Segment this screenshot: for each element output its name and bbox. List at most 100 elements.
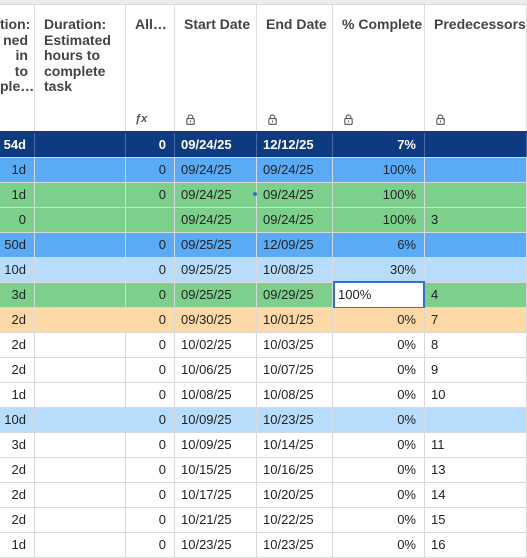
cell-c6[interactable]	[425, 133, 527, 157]
cell-c3[interactable]: 09/25/25	[175, 233, 257, 257]
cell-c0[interactable]: 2d	[0, 483, 35, 507]
cell-c3[interactable]: 10/17/25	[175, 483, 257, 507]
table-row[interactable]: 2d 0 10/21/25 10/22/25 0% 15	[0, 508, 527, 533]
cell-c3[interactable]: 10/09/25	[175, 408, 257, 432]
cell-c0[interactable]: 1d	[0, 383, 35, 407]
cell-c6[interactable]: 16	[425, 533, 527, 557]
cell-c5[interactable]: 100%	[333, 183, 425, 207]
cell-c0[interactable]: 2d	[0, 358, 35, 382]
table-row[interactable]: 2d 0 10/02/25 10/03/25 0% 8	[0, 333, 527, 358]
percent-complete-edit-field[interactable]: 100%	[333, 281, 425, 309]
cell-c5[interactable]: 30%	[333, 258, 425, 282]
table-row[interactable]: 2d 0 09/30/25 10/01/25 0% 7	[0, 308, 527, 333]
cell-c2[interactable]: 0	[126, 333, 175, 357]
cell-c1[interactable]	[35, 533, 126, 557]
cell-c1[interactable]	[35, 133, 126, 157]
table-row[interactable]: 2d 0 10/06/25 10/07/25 0% 9	[0, 358, 527, 383]
cell-c0[interactable]: 2d	[0, 458, 35, 482]
cell-c5[interactable]: 0%	[333, 408, 425, 432]
cell-c3[interactable]: 09/24/25	[175, 208, 257, 232]
cell-c2[interactable]: 0	[126, 383, 175, 407]
column-header-c4[interactable]: End Date	[257, 5, 333, 131]
cell-c1[interactable]	[35, 233, 126, 257]
cell-c2[interactable]: 0	[126, 183, 175, 207]
cell-c6[interactable]	[425, 258, 527, 282]
column-header-c3[interactable]: Start Date	[175, 5, 257, 131]
cell-c5[interactable]: 7%	[333, 133, 425, 157]
cell-c5[interactable]: 100%	[333, 158, 425, 182]
cell-c6[interactable]	[425, 183, 527, 207]
table-row[interactable]: 10d 0 10/09/25 10/23/25 0%	[0, 408, 527, 433]
table-row[interactable]: 2d 0 10/17/25 10/20/25 0% 14	[0, 483, 527, 508]
table-row[interactable]: 3d 0 10/09/25 10/14/25 0% 11	[0, 433, 527, 458]
table-row[interactable]: 0 09/24/25 09/24/25 100% 3	[0, 208, 527, 233]
cell-c6[interactable]	[425, 233, 527, 257]
cell-c0[interactable]: 2d	[0, 308, 35, 332]
cell-c5[interactable]: 0%	[333, 533, 425, 557]
cell-c6[interactable]: 15	[425, 508, 527, 532]
cell-c2[interactable]: 0	[126, 408, 175, 432]
cell-c6[interactable]: 3	[425, 208, 527, 232]
table-row[interactable]: 54d 0 09/24/25 12/12/25 7%	[0, 133, 527, 158]
cell-c1[interactable]	[35, 333, 126, 357]
cell-c1[interactable]	[35, 508, 126, 532]
cell-c3[interactable]: 09/25/25	[175, 258, 257, 282]
cell-c1[interactable]	[35, 483, 126, 507]
cell-c1[interactable]	[35, 458, 126, 482]
cell-c4[interactable]: 09/29/25	[257, 283, 333, 307]
cell-c6[interactable]: 11	[425, 433, 527, 457]
cell-c0[interactable]: 3d	[0, 433, 35, 457]
cell-c5[interactable]: 0%	[333, 333, 425, 357]
cell-c4[interactable]: 09/24/25	[257, 158, 333, 182]
cell-c0[interactable]: 0	[0, 208, 35, 232]
cell-c3[interactable]: 09/25/25	[175, 283, 257, 307]
column-header-c0[interactable]: tion: ned in to ple…	[0, 5, 35, 131]
cell-c0[interactable]: 1d	[0, 158, 35, 182]
cell-c2[interactable]: 0	[126, 483, 175, 507]
cell-c5[interactable]: 100%	[333, 208, 425, 232]
cell-c5[interactable]: 0%	[333, 358, 425, 382]
cell-c4[interactable]: 09/24/25	[257, 208, 333, 232]
cell-c0[interactable]: 1d	[0, 183, 35, 207]
cell-c4[interactable]: 10/23/25	[257, 408, 333, 432]
table-row[interactable]: 2d 0 10/15/25 10/16/25 0% 13	[0, 458, 527, 483]
table-row[interactable]: 1d 0 09/24/25 09/24/25 100%	[0, 158, 527, 183]
cell-c1[interactable]	[35, 183, 126, 207]
cell-c4[interactable]: 10/16/25	[257, 458, 333, 482]
cell-c4[interactable]: 12/09/25	[257, 233, 333, 257]
cell-c3[interactable]: 09/24/25	[175, 183, 257, 207]
table-row[interactable]: 1d 0 10/08/25 10/08/25 0% 10	[0, 383, 527, 408]
cell-c3[interactable]: 09/24/25	[175, 133, 257, 157]
table-row[interactable]: 50d 0 09/25/25 12/09/25 6%	[0, 233, 527, 258]
cell-c2[interactable]: 0	[126, 458, 175, 482]
cell-c3[interactable]: 09/24/25	[175, 158, 257, 182]
cell-c3[interactable]: 10/08/25	[175, 383, 257, 407]
cell-c6[interactable]	[425, 408, 527, 432]
cell-c6[interactable]: 4	[425, 283, 527, 307]
table-row[interactable]: 1d 0 10/23/25 10/23/25 0% 16	[0, 533, 527, 558]
cell-c4[interactable]: 10/01/25	[257, 308, 333, 332]
cell-c1[interactable]	[35, 308, 126, 332]
cell-c6[interactable]	[425, 158, 527, 182]
cell-c4[interactable]: 09/24/25	[257, 183, 333, 207]
cell-c3[interactable]: 10/23/25	[175, 533, 257, 557]
cell-c4[interactable]: 10/22/25	[257, 508, 333, 532]
cell-c4[interactable]: 10/23/25	[257, 533, 333, 557]
cell-c0[interactable]: 54d	[0, 133, 35, 157]
cell-c2[interactable]: 0	[126, 433, 175, 457]
cell-c2[interactable]: 0	[126, 258, 175, 282]
column-header-c5[interactable]: % Complete	[333, 5, 425, 131]
cell-c1[interactable]	[35, 383, 126, 407]
cell-c5[interactable]: 0%	[333, 383, 425, 407]
cell-c0[interactable]: 1d	[0, 533, 35, 557]
cell-c2[interactable]: 0	[126, 533, 175, 557]
cell-c3[interactable]: 09/30/25	[175, 308, 257, 332]
cell-c4[interactable]: 12/12/25	[257, 133, 333, 157]
cell-c3[interactable]: 10/15/25	[175, 458, 257, 482]
cell-c0[interactable]: 10d	[0, 408, 35, 432]
cell-c1[interactable]	[35, 158, 126, 182]
cell-c1[interactable]	[35, 408, 126, 432]
cell-c5[interactable]: 6%	[333, 233, 425, 257]
cell-c2[interactable]: 0	[126, 283, 175, 307]
cell-c1[interactable]	[35, 433, 126, 457]
